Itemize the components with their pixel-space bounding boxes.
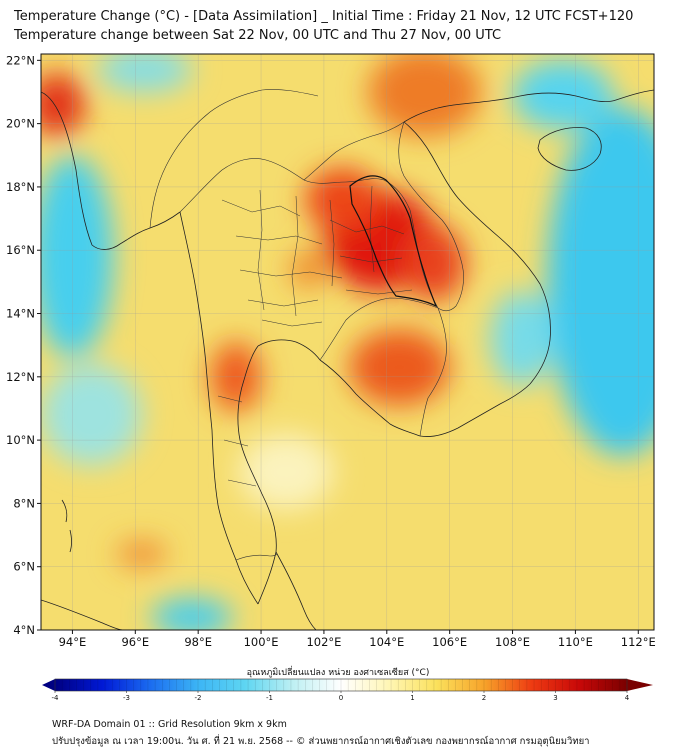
lat-label: 14°N [6,307,35,321]
plot-area [41,54,654,630]
colorbar-title: อุณหภูมิเปลี่ยนแปลง หน่วย องศาเซลเซียส (… [246,668,430,678]
lat-label: 16°N [6,243,35,257]
cool-anomaly-1 [547,107,654,456]
map-subtitle: Temperature change between Sat 22 Nov, 0… [14,28,502,43]
coastline-myanmar-west [41,91,181,250]
colorbar-tick-label: 2 [482,694,486,702]
lon-label: 112°E [621,635,656,649]
warm-anomaly-2 [402,224,466,301]
lat-label: 20°N [6,117,35,131]
cool-anomaly-7 [97,54,192,92]
border-cambodia-vietnam [419,307,447,437]
border-laos-north [303,121,405,181]
colorbar-tick-labels: -4 -3 -2 -1 0 1 2 3 4 [52,691,630,702]
colorbar-tick-label: 3 [553,694,557,702]
colorbar: -4 -3 -2 -1 0 1 2 3 4 [42,678,653,702]
lon-label: 98°E [184,635,212,649]
lon-label: 94°E [59,635,87,649]
coastline-andaman-islands [61,499,72,553]
lat-label: 6°N [13,560,35,574]
cool-anomaly-2 [512,60,614,130]
country-borders [149,89,464,561]
lon-label: 110°E [558,635,593,649]
colorbar-tick-label: -4 [52,694,60,702]
colorbar-tick-label: 0 [339,694,343,702]
colorbar-segment-lines [62,679,620,691]
warm-anomaly-1 [305,167,381,232]
province-lines [217,185,413,487]
coastline-cambodia [319,359,421,437]
colorbar-tick-label: 1 [410,694,414,702]
footer-model-info: WRF-DA Domain 01 :: Grid Resolution 9km … [52,719,287,730]
coastline-malaysia-east [275,551,317,630]
coastline-gulf-north [257,339,321,361]
longitude-labels: 94°E 96°E 98°E 100°E 102°E 104°E 106°E 108°E 110… [59,635,656,649]
lon-label: 106°E [432,635,467,649]
footer-update-info: ปรับปรุงข้อมูล ณ เวลา 19:00น. วัน ศ. ที่… [52,736,590,747]
colorbar-max-arrow [627,679,653,691]
colorbar-tick-label: -3 [123,694,130,702]
coastline-vietnam-east [403,121,551,385]
lat-label: 10°N [6,433,35,447]
colorbar-tick-label: -2 [195,694,202,702]
border-thailand-malaysia [235,551,278,561]
lat-label: 12°N [6,370,35,384]
border-laos-bold [349,175,438,308]
border-thailand-myanmar [179,158,305,213]
lat-label: 8°N [13,496,35,510]
cool-anomaly-5 [41,364,142,466]
plot-frame [40,53,655,631]
cool-anomaly-0 [41,155,114,358]
warm-anomaly-5 [367,54,482,137]
border-china-myanmar [149,89,319,229]
lon-label: 104°E [369,635,404,649]
border-thailand-cambodia [319,297,439,361]
lat-label: 18°N [6,180,35,194]
lon-label: 102°E [306,635,341,649]
latitude-labels: 4°N 6°N 8°N 10°N 12°N 14°N 16°N 18°N 20°N 22°N [6,53,35,637]
cool-anomaly-4 [151,598,233,630]
warm-anomaly-7 [116,541,167,567]
axis-ticks [37,59,639,634]
colorbar-gradient [55,679,627,691]
border-laos-vietnam [398,121,464,312]
coastline-vietnam-south [419,383,531,437]
coastline-gulf-west [237,345,277,605]
coastline-tonkin [403,89,654,123]
lon-label: 108°E [495,635,530,649]
coastline-hainan [537,127,602,171]
cool-anomaly-6 [239,433,334,510]
coastline-sumatra [41,599,125,630]
colorbar-min-arrow [42,679,55,691]
map-title: Temperature Change (°C) - [Data Assimila… [14,9,634,24]
lon-label: 100°E [244,635,279,649]
lat-label: 22°N [6,53,35,67]
cool-anomaly-3 [490,291,554,387]
warm-anomaly-6 [41,72,86,137]
lon-label: 96°E [121,635,149,649]
warm-anomaly-8 [289,250,328,289]
colorbar-tick-label: -1 [266,694,273,702]
colorbar-tick-label: 4 [625,694,630,702]
lat-label: 4°N [13,623,35,637]
warm-anomaly-3 [349,329,450,406]
gridlines [41,54,654,630]
